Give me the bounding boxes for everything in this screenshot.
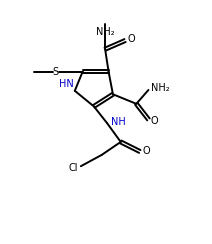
Text: NH: NH — [111, 117, 126, 127]
Text: S: S — [53, 67, 59, 77]
Text: Cl: Cl — [69, 163, 78, 173]
Text: O: O — [151, 116, 158, 126]
Text: O: O — [127, 34, 135, 44]
Text: NH₂: NH₂ — [96, 27, 114, 37]
Text: O: O — [142, 146, 150, 156]
Text: HN: HN — [59, 79, 74, 89]
Text: NH₂: NH₂ — [151, 83, 169, 93]
